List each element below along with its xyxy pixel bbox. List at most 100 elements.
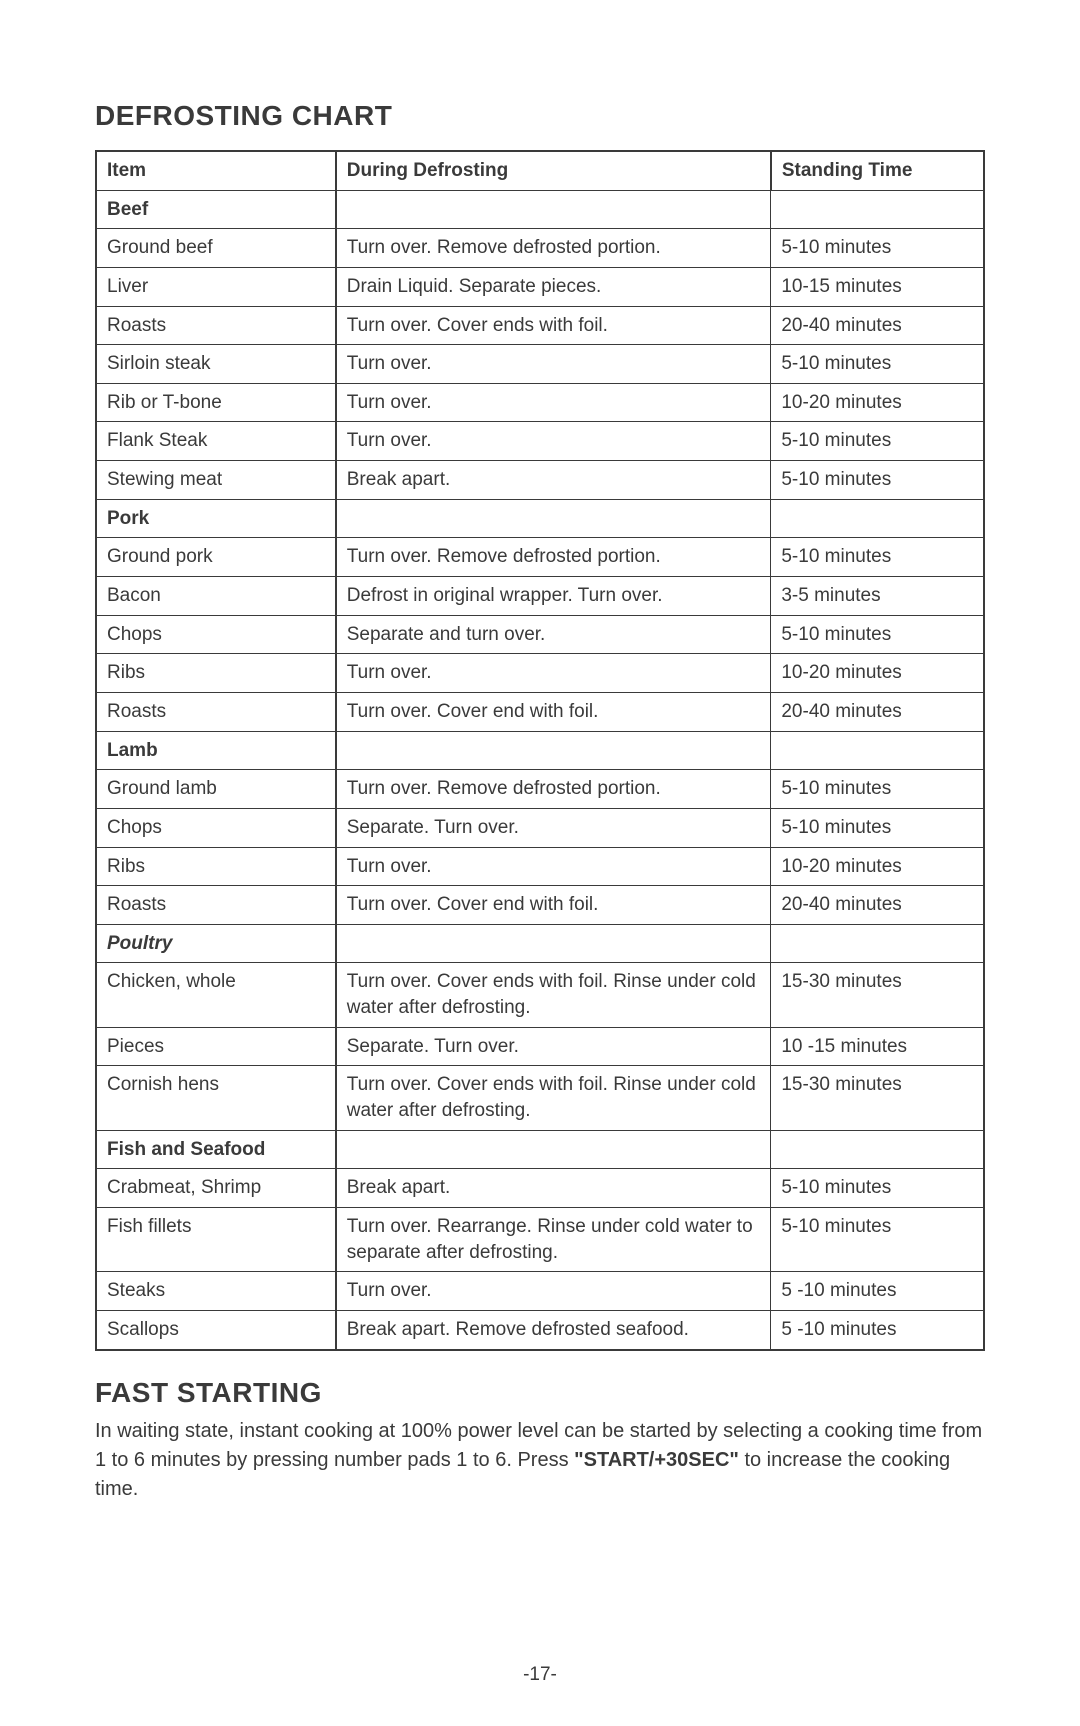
cell-instr: Break apart. Remove defrosted seafood. bbox=[336, 1310, 771, 1349]
page-number: -17- bbox=[95, 1664, 985, 1686]
section-name: Lamb bbox=[96, 731, 336, 770]
table-row: SteaksTurn over.5 -10 minutes bbox=[96, 1272, 984, 1311]
cell-instr: Turn over. bbox=[336, 345, 771, 384]
cell-time: 5-10 minutes bbox=[771, 1207, 984, 1271]
cell-time: 15-30 minutes bbox=[771, 963, 984, 1027]
cell-item: Ribs bbox=[96, 654, 336, 693]
fast-text-bold: "START/+30SEC" bbox=[574, 1449, 739, 1471]
table-row: RoastsTurn over. Cover ends with foil.20… bbox=[96, 306, 984, 345]
section-row: Pork bbox=[96, 499, 984, 538]
table-row: RoastsTurn over. Cover end with foil.20-… bbox=[96, 886, 984, 925]
cell-item: Stewing meat bbox=[96, 461, 336, 500]
cell-item: Chicken, whole bbox=[96, 963, 336, 1027]
table-row: Ground beefTurn over. Remove defrosted p… bbox=[96, 229, 984, 268]
table-row: Stewing meatBreak apart.5-10 minutes bbox=[96, 461, 984, 500]
section-name: Beef bbox=[96, 190, 336, 229]
cell-time: 5 -10 minutes bbox=[771, 1272, 984, 1311]
section-row: Poultry bbox=[96, 924, 984, 963]
cell-item: Rib or T-bone bbox=[96, 383, 336, 422]
fast-starting-text: In waiting state, instant cooking at 100… bbox=[95, 1417, 985, 1504]
section-name: Fish and Seafood bbox=[96, 1130, 336, 1169]
table-row: RoastsTurn over. Cover end with foil.20-… bbox=[96, 692, 984, 731]
cell-time: 5-10 minutes bbox=[771, 538, 984, 577]
cell-item: Pieces bbox=[96, 1027, 336, 1066]
cell-item: Liver bbox=[96, 267, 336, 306]
section-row: Beef bbox=[96, 190, 984, 229]
cell-instr: Turn over. Remove defrosted portion. bbox=[336, 538, 771, 577]
table-row: ChopsSeparate. Turn over.5-10 minutes bbox=[96, 808, 984, 847]
table-row: LiverDrain Liquid. Separate pieces.10-15… bbox=[96, 267, 984, 306]
cell-time: 5-10 minutes bbox=[771, 461, 984, 500]
cell-item: Crabmeat, Shrimp bbox=[96, 1169, 336, 1208]
cell-instr: Drain Liquid. Separate pieces. bbox=[336, 267, 771, 306]
cell-time: 10-20 minutes bbox=[771, 383, 984, 422]
cell-item: Chops bbox=[96, 808, 336, 847]
cell-instr: Turn over. bbox=[336, 383, 771, 422]
cell-item: Chops bbox=[96, 615, 336, 654]
cell-item: Flank Steak bbox=[96, 422, 336, 461]
chart-title: DEFROSTING CHART bbox=[95, 100, 985, 132]
cell-instr: Turn over. Cover ends with foil. Rinse u… bbox=[336, 1066, 771, 1130]
table-row: ScallopsBreak apart. Remove defrosted se… bbox=[96, 1310, 984, 1349]
cell-time: 20-40 minutes bbox=[771, 886, 984, 925]
cell-item: Cornish hens bbox=[96, 1066, 336, 1130]
cell-item: Ribs bbox=[96, 847, 336, 886]
cell-time: 5-10 minutes bbox=[771, 422, 984, 461]
cell-time: 5 -10 minutes bbox=[771, 1310, 984, 1349]
cell-item: Steaks bbox=[96, 1272, 336, 1311]
cell-time: 20-40 minutes bbox=[771, 306, 984, 345]
table-row: RibsTurn over.10-20 minutes bbox=[96, 654, 984, 693]
cell-item: Fish fillets bbox=[96, 1207, 336, 1271]
header-time: Standing Time bbox=[771, 151, 984, 190]
cell-instr: Turn over. bbox=[336, 847, 771, 886]
section-name: Poultry bbox=[96, 924, 336, 963]
table-row: Ground porkTurn over. Remove defrosted p… bbox=[96, 538, 984, 577]
cell-item: Roasts bbox=[96, 886, 336, 925]
cell-time: 5-10 minutes bbox=[771, 345, 984, 384]
table-row: Fish filletsTurn over. Rearrange. Rinse … bbox=[96, 1207, 984, 1271]
cell-instr: Turn over. bbox=[336, 422, 771, 461]
cell-instr: Break apart. bbox=[336, 1169, 771, 1208]
table-row: BaconDefrost in original wrapper. Turn o… bbox=[96, 577, 984, 616]
section-row: Fish and Seafood bbox=[96, 1130, 984, 1169]
table-row: PiecesSeparate. Turn over.10 -15 minutes bbox=[96, 1027, 984, 1066]
fast-starting-title: FAST STARTING bbox=[95, 1377, 985, 1409]
cell-instr: Turn over. Cover ends with foil. bbox=[336, 306, 771, 345]
cell-item: Ground beef bbox=[96, 229, 336, 268]
cell-time: 5-10 minutes bbox=[771, 615, 984, 654]
table-row: ChopsSeparate and turn over.5-10 minutes bbox=[96, 615, 984, 654]
header-item: Item bbox=[96, 151, 336, 190]
cell-time: 3-5 minutes bbox=[771, 577, 984, 616]
cell-time: 5-10 minutes bbox=[771, 808, 984, 847]
cell-instr: Turn over. Cover end with foil. bbox=[336, 886, 771, 925]
cell-time: 10-15 minutes bbox=[771, 267, 984, 306]
defrosting-table: Item During Defrosting Standing Time Bee… bbox=[95, 150, 985, 1351]
cell-instr: Turn over. bbox=[336, 1272, 771, 1311]
table-row: Chicken, wholeTurn over. Cover ends with… bbox=[96, 963, 984, 1027]
cell-time: 5-10 minutes bbox=[771, 1169, 984, 1208]
table-row: Rib or T-boneTurn over.10-20 minutes bbox=[96, 383, 984, 422]
cell-instr: Break apart. bbox=[336, 461, 771, 500]
table-row: Flank SteakTurn over.5-10 minutes bbox=[96, 422, 984, 461]
cell-instr: Turn over. bbox=[336, 654, 771, 693]
cell-instr: Separate. Turn over. bbox=[336, 1027, 771, 1066]
cell-time: 5-10 minutes bbox=[771, 229, 984, 268]
cell-time: 20-40 minutes bbox=[771, 692, 984, 731]
table-row: Ground lambTurn over. Remove defrosted p… bbox=[96, 770, 984, 809]
cell-instr: Defrost in original wrapper. Turn over. bbox=[336, 577, 771, 616]
cell-item: Bacon bbox=[96, 577, 336, 616]
cell-item: Ground pork bbox=[96, 538, 336, 577]
header-instr: During Defrosting bbox=[336, 151, 771, 190]
cell-instr: Turn over. Cover ends with foil. Rinse u… bbox=[336, 963, 771, 1027]
cell-item: Scallops bbox=[96, 1310, 336, 1349]
table-row: Cornish hensTurn over. Cover ends with f… bbox=[96, 1066, 984, 1130]
cell-instr: Separate and turn over. bbox=[336, 615, 771, 654]
table-row: Crabmeat, ShrimpBreak apart.5-10 minutes bbox=[96, 1169, 984, 1208]
cell-item: Roasts bbox=[96, 306, 336, 345]
table-header-row: Item During Defrosting Standing Time bbox=[96, 151, 984, 190]
cell-item: Roasts bbox=[96, 692, 336, 731]
cell-instr: Turn over. Remove defrosted portion. bbox=[336, 770, 771, 809]
cell-time: 10-20 minutes bbox=[771, 654, 984, 693]
section-name: Pork bbox=[96, 499, 336, 538]
cell-time: 10 -15 minutes bbox=[771, 1027, 984, 1066]
